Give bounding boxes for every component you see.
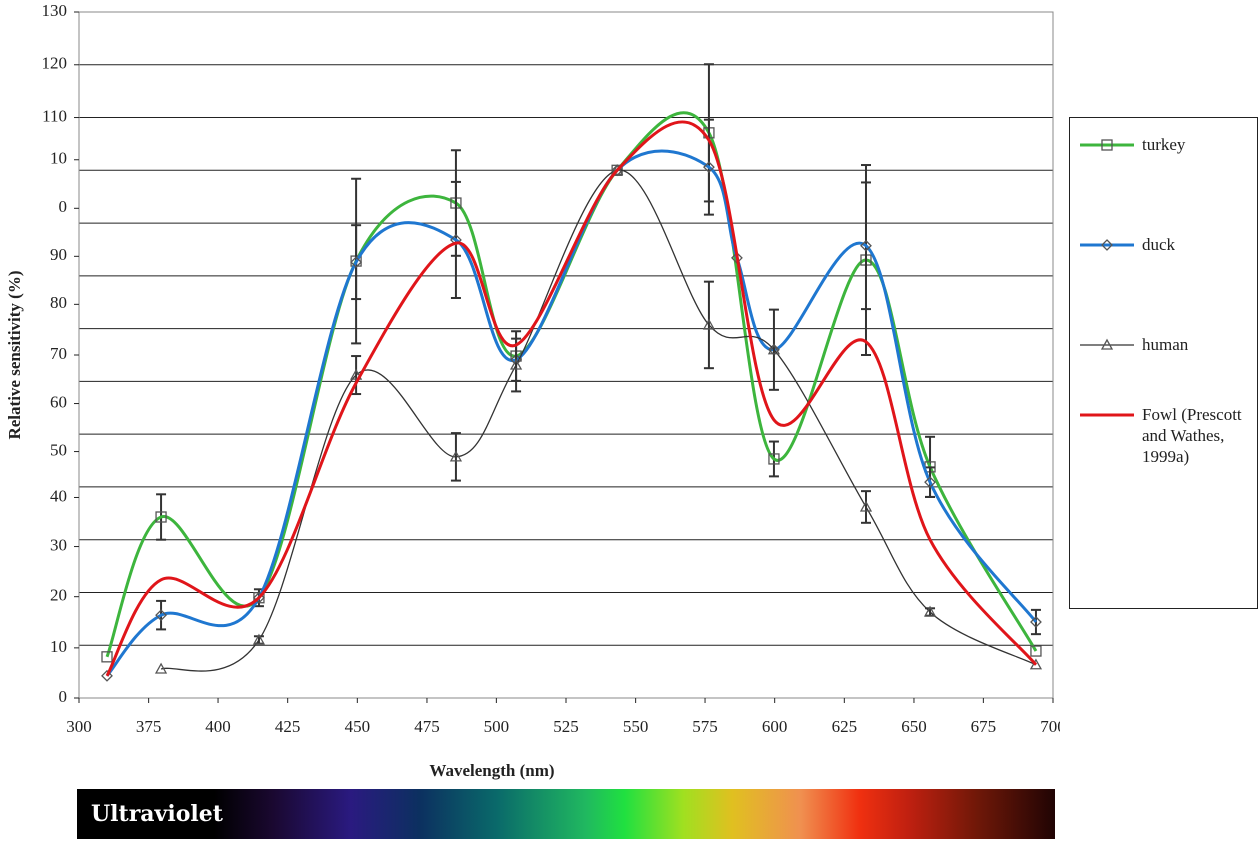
x-tick-label: 475	[414, 717, 440, 736]
y-tick-label: 0	[59, 197, 68, 216]
x-tick-label: 375	[136, 717, 162, 736]
marker	[101, 669, 113, 682]
series-line	[105, 120, 1038, 677]
marker	[703, 161, 715, 174]
y-tick-label: 80	[50, 293, 67, 312]
y-tick-label: 70	[50, 344, 67, 363]
x-tick-label: 675	[971, 717, 997, 736]
y-tick-label: 130	[42, 1, 68, 20]
marker	[924, 476, 936, 489]
marker	[252, 633, 266, 645]
legend: turkey duck human Fowl (Prescott and Wathes…	[1069, 117, 1258, 609]
marker	[859, 500, 873, 512]
x-tick-label: 425	[275, 717, 301, 736]
marker	[1029, 658, 1043, 670]
x-tick-label: 575	[692, 717, 718, 736]
y-tick-label: 110	[42, 106, 67, 125]
legend-label: duck	[1142, 235, 1176, 254]
y-axis-label: Relative sensitivity (%)	[5, 270, 24, 439]
y-tick-label: 40	[50, 486, 67, 505]
y-tick-label: 10	[50, 149, 67, 168]
y-tick-label: 60	[50, 392, 67, 411]
marker	[702, 318, 716, 330]
x-tick-label: 550	[623, 717, 649, 736]
marker	[923, 605, 937, 617]
x-axis-label: Wavelength (nm)	[429, 761, 554, 780]
marker	[1100, 338, 1114, 350]
marker	[768, 453, 780, 465]
series-line	[160, 169, 1037, 672]
x-tick-label: 500	[484, 717, 510, 736]
marker	[767, 343, 781, 355]
y-tick-label: 120	[42, 54, 68, 73]
x-tick-label: 625	[832, 717, 858, 736]
marker	[1030, 645, 1042, 657]
x-tick-label: 450	[345, 717, 371, 736]
legend-swatch	[1080, 239, 1134, 251]
series-line	[105, 111, 1038, 658]
marker	[1101, 139, 1113, 151]
legend-entry: turkey	[1078, 134, 1252, 156]
marker	[509, 358, 523, 370]
legend-swatch	[1080, 338, 1134, 350]
x-tick-label: 525	[553, 717, 579, 736]
y-tick-label: 50	[50, 440, 67, 459]
x-tick-label: 650	[901, 717, 927, 736]
marker	[350, 256, 363, 269]
chart: Wavelength (nm) Relative sensitivity (%)…	[5, 1, 1060, 780]
marker	[449, 450, 463, 462]
band-label: Ultraviolet	[91, 801, 223, 827]
x-tick-label: 600	[762, 717, 788, 736]
legend-entry: Fowl (Prescott and Wathes, 1999a)	[1078, 404, 1252, 467]
legend-label: turkey	[1142, 135, 1186, 154]
legend-label: human	[1142, 335, 1189, 354]
marker	[450, 234, 462, 246]
marker	[349, 368, 363, 380]
legend-entry: human	[1078, 334, 1252, 356]
legend-swatch	[1080, 139, 1134, 151]
series-line	[105, 149, 1038, 677]
x-tick-label: 300	[66, 717, 92, 736]
y-tick-label: 10	[50, 637, 67, 656]
x-tick-label: 400	[205, 717, 231, 736]
y-tick-label: 30	[50, 535, 67, 554]
y-tick-label: 0	[59, 687, 68, 706]
marker	[155, 609, 167, 622]
marker	[1101, 239, 1113, 251]
marker	[101, 651, 113, 663]
marker	[1030, 616, 1042, 628]
marker	[860, 239, 872, 252]
spectrum-band: Ultraviolet	[77, 789, 1055, 839]
y-tick-label: 90	[50, 245, 67, 264]
x-tick-label: 700	[1040, 717, 1060, 736]
legend-swatch	[1080, 413, 1134, 417]
marker	[154, 662, 168, 674]
legend-entry: duck	[1078, 234, 1252, 256]
y-tick-label: 20	[50, 586, 67, 605]
legend-label: Fowl (Prescott and Wathes, 1999a)	[1142, 405, 1242, 466]
marker	[155, 511, 167, 523]
